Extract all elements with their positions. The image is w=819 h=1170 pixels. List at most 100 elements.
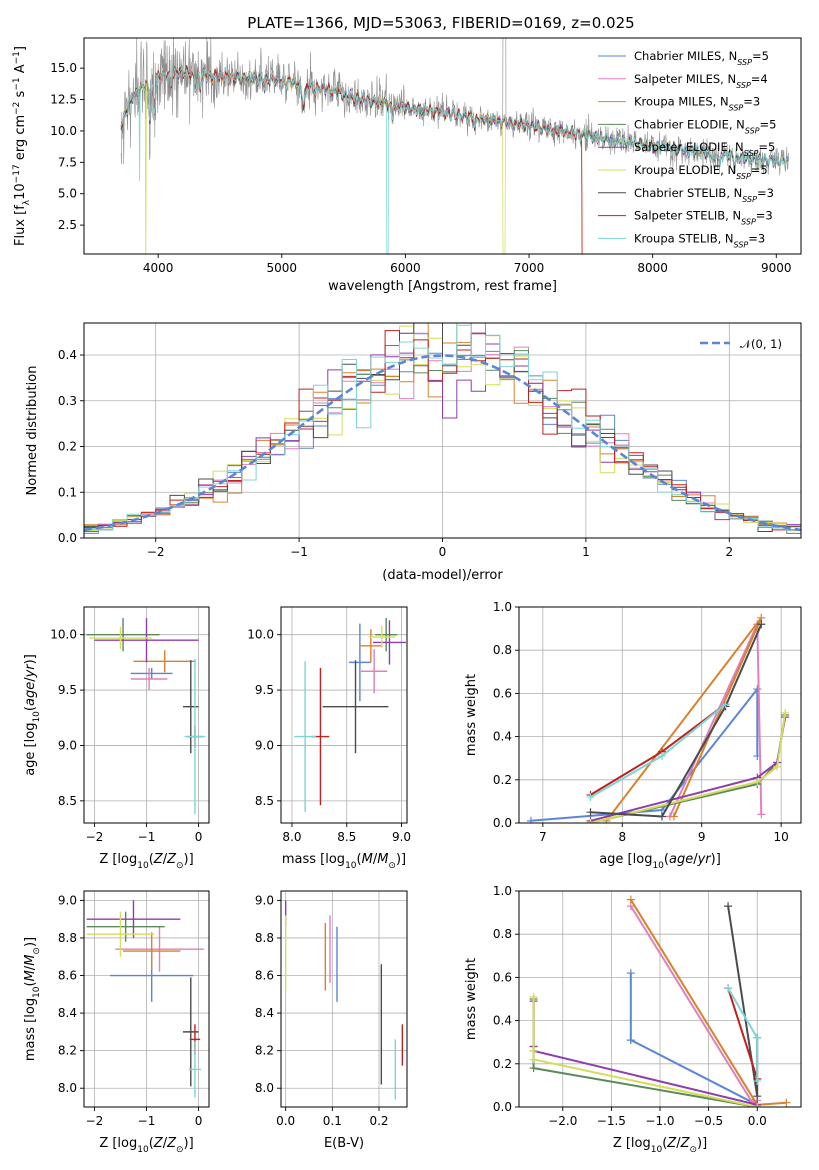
x-axis-label: Z [log10(Z/Z⊙)]: [99, 1136, 193, 1155]
legend-entry: Salpeter STELIB, NSSP=3: [634, 209, 773, 227]
x-tick-label: −0.5: [694, 1114, 723, 1128]
x-axis-label: mass [log10(M/M⊙)]: [282, 852, 406, 871]
label-part: M: [362, 852, 373, 867]
x-tick-label: 9000: [761, 261, 792, 275]
label-part: erg cm: [13, 115, 28, 164]
label-part: )]: [23, 937, 38, 947]
label-part: age: [669, 852, 693, 867]
axes-frame: [280, 606, 408, 824]
label-part: age [log: [599, 852, 652, 867]
x-tick-label: 8: [618, 830, 626, 844]
x-tick-label: 2: [725, 545, 733, 559]
label-part: 10: [652, 861, 664, 871]
y-axis-label: mass weight: [464, 958, 479, 1040]
data-point-marker: [657, 812, 666, 821]
label-part: SSP: [742, 194, 757, 203]
y-tick-label: 8.6: [58, 969, 77, 983]
label-part: −17: [12, 164, 22, 183]
y-tick-label: 0.3: [58, 394, 77, 408]
label-part: SSP: [737, 58, 752, 67]
label-part: )]: [184, 852, 194, 867]
label-part: Z: [680, 1136, 691, 1151]
series-line: [605, 617, 763, 822]
label-part: ⊙: [176, 1145, 184, 1155]
axes-frame: [83, 606, 210, 824]
y-tick-label: 12.5: [50, 93, 77, 107]
label-part: SSP: [729, 103, 744, 112]
label-part: =5: [760, 117, 777, 131]
label-part: Chabrier ELODIE, N: [634, 117, 745, 131]
label-part: Z: [166, 1136, 177, 1151]
y-tick-label: 8.5: [58, 794, 77, 808]
x-tick-label: 6000: [390, 261, 421, 275]
label-part: Kroupa ELODIE, N: [634, 163, 736, 177]
label-part: Z [log: [99, 1136, 137, 1151]
data-point-marker: [757, 620, 766, 629]
label-part: Salpeter STELIB, N: [634, 209, 741, 223]
label-part: yr: [23, 663, 38, 679]
x-tick-label: 7000: [514, 261, 545, 275]
label-part: /: [373, 852, 378, 867]
label-part: /: [163, 852, 168, 867]
x-axis-label: (data-model)/error: [382, 568, 503, 583]
label-part: Z [log: [99, 852, 137, 867]
label-part: =5: [751, 163, 768, 177]
x-tick-label: −1: [138, 830, 156, 844]
x-tick-label: 0.1: [323, 1114, 342, 1128]
series-line: [589, 703, 727, 796]
label-part: A: [13, 64, 28, 77]
x-tick-label: 1: [582, 545, 590, 559]
label-part: E(B-V): [324, 1136, 364, 1151]
label-part: 10: [32, 986, 42, 998]
y-tick-label: 8.2: [255, 1044, 274, 1058]
label-part: λ: [22, 199, 32, 205]
series-line: [590, 623, 763, 818]
data-point-marker: [529, 992, 538, 1001]
x-axis-label: E(B-V): [324, 1136, 364, 1151]
label-part: M: [23, 955, 38, 966]
y-tick-label: 0.6: [493, 686, 512, 700]
x-axis-label: age [log10(age/yr)]: [599, 852, 721, 871]
x-tick-label: −2: [147, 545, 165, 559]
x-tick-label: 7: [539, 830, 547, 844]
label-part: (: [23, 981, 38, 986]
label-part: (: [662, 1136, 667, 1151]
y-tick-label: 10.0: [247, 628, 274, 642]
label-part: Normed distribution: [25, 366, 40, 496]
y-axis-label: mass [log10(M/M⊙)]: [23, 937, 42, 1061]
label-part: =4: [751, 72, 768, 86]
y-tick-label: 8.4: [58, 1006, 77, 1020]
y-tick-label: 9.5: [58, 683, 77, 697]
data-point-marker: [586, 793, 595, 802]
x-tick-label: −2: [86, 830, 104, 844]
axes-frame: [83, 890, 210, 1108]
y-tick-label: 8.4: [255, 1006, 274, 1020]
data-point-marker: [529, 1064, 538, 1073]
data-point-marker: [753, 1033, 762, 1042]
series-line: [590, 712, 787, 823]
plot-area-mass_weight_vs_age: [526, 613, 790, 823]
y-tick-label: 8.2: [58, 1044, 77, 1058]
label-part: Z: [153, 852, 164, 867]
label-part: )]: [184, 1136, 194, 1151]
label-part: =3: [743, 95, 760, 109]
y-tick-label: 0.2: [58, 440, 77, 454]
axes-age_vs_Z: −2 −1 08.59.09.510.0Z [log10(Z/Z⊙)]age [lo…: [23, 606, 210, 871]
data-point-marker: [753, 1092, 762, 1101]
label-part: −1: [12, 51, 22, 64]
axes-spectrum: 4000 5000 6000 7000 8000 9000 2.5 5.0 7.5 10.0 12.…: [12, 37, 802, 294]
x-axis-label: wavelength [Angstrom, rest frame]: [328, 279, 557, 294]
y-tick-label: 0.4: [493, 730, 512, 744]
data-point-marker: [757, 810, 766, 819]
y-tick-label: 0.4: [493, 1014, 512, 1028]
data-point-marker: [753, 1077, 762, 1086]
y-tick-label: 9.0: [255, 893, 274, 907]
label-part: 10: [137, 1145, 149, 1155]
label-part: ]: [13, 46, 28, 51]
legend-entry: Kroupa ELODIE, NSSP=5: [634, 163, 768, 181]
y-tick-label: 10.0: [50, 628, 77, 642]
data-point-marker: [657, 752, 666, 761]
x-tick-label: −1.0: [645, 1114, 674, 1128]
